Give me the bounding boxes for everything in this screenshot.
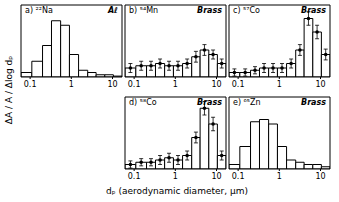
svg-text:0.1: 0.1 [128,80,141,89]
html-text:dₚ (aerodynamic diameter, μm): dₚ (aerodynamic diameter, μm) [106,186,248,196]
html-text:Brass: Brass [301,6,326,15]
svg-text:1: 1 [277,172,282,181]
svg-text:1: 1 [277,80,282,89]
svg-text:1: 1 [69,80,74,89]
svg-text:10: 10 [107,80,117,89]
svg-text:0.1: 0.1 [232,80,245,89]
svg-text:10: 10 [211,172,221,181]
svg-text:10: 10 [315,80,325,89]
html-text:Brass: Brass [197,6,222,15]
html-text:b) ⁵⁴Mn: b) ⁵⁴Mn [129,6,159,15]
html-text:Aℓ: Aℓ [108,6,118,15]
svg-text:10: 10 [211,80,221,89]
html-text:e) ⁶⁵Zn: e) ⁶⁵Zn [233,98,261,107]
html-text:d) ⁵⁸Co: d) ⁵⁸Co [129,98,157,107]
svg-text:0.1: 0.1 [128,172,141,181]
svg-text:0.1: 0.1 [232,172,245,181]
svg-text:0.1: 0.1 [24,80,37,89]
html-text:ΔA / A / Δlog dₚ: ΔA / A / Δlog dₚ [4,55,14,125]
html-text:Brass: Brass [197,98,222,107]
svg-text:1: 1 [173,172,178,181]
html-text:Brass: Brass [301,98,326,107]
svg-text:1: 1 [173,80,178,89]
html-text:a) ²²Na: a) ²²Na [25,6,53,15]
svg-text:10: 10 [315,172,325,181]
html-text:c) ⁵⁷Co: c) ⁵⁷Co [233,6,260,15]
